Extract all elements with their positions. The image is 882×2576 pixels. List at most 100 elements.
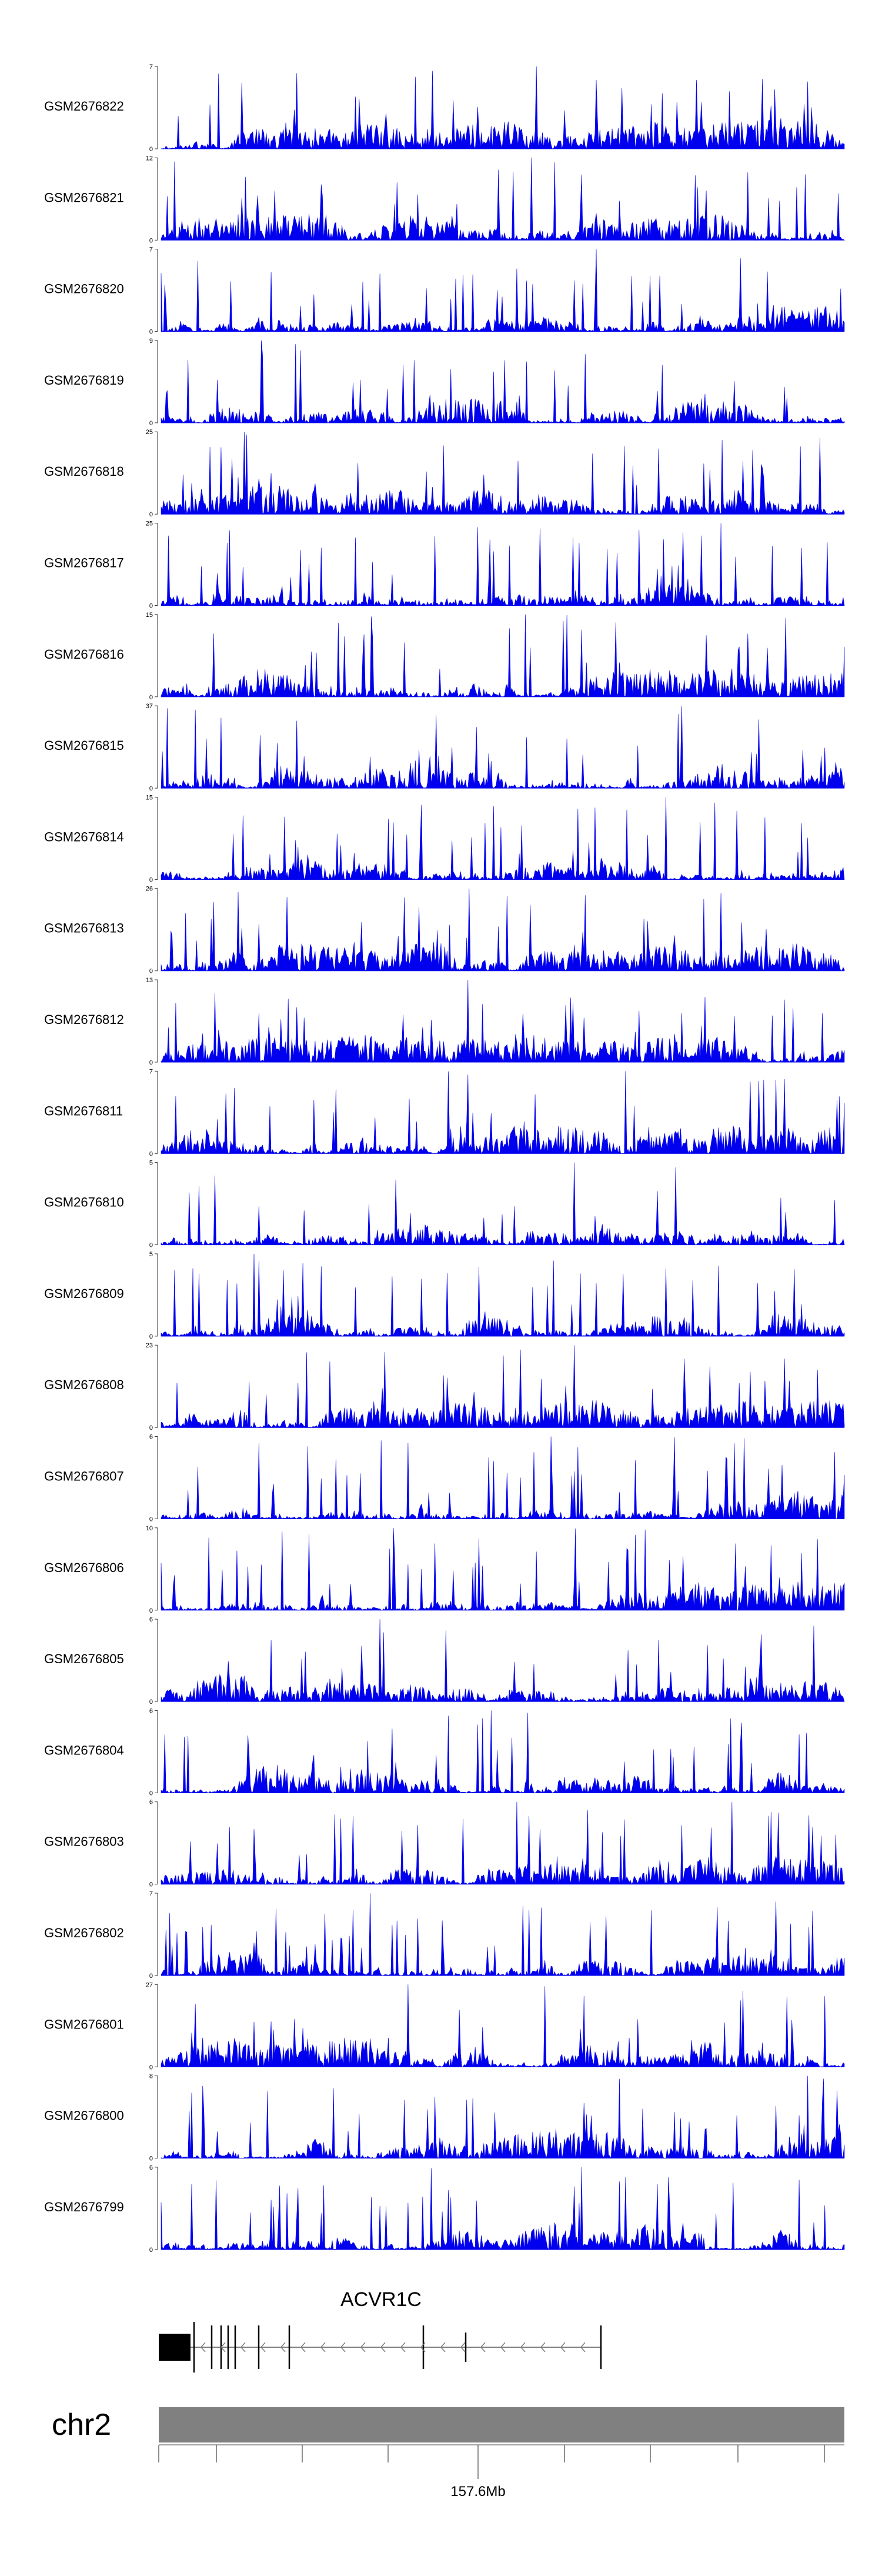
coverage-signal <box>161 1893 845 1976</box>
coverage-signal <box>161 1162 845 1246</box>
track-GSM2676816: GSM2676816 15 0 <box>44 612 845 701</box>
coverage-signal <box>161 432 845 515</box>
track-label: GSM2676819 <box>44 373 124 388</box>
track-GSM2676821: GSM2676821 12 0 <box>44 155 845 244</box>
track-ymax-label: 5 <box>149 1251 153 1258</box>
track-label: GSM2676802 <box>44 1926 124 1940</box>
track-GSM2676810: GSM2676810 5 0 <box>44 1160 845 1249</box>
track-label: GSM2676812 <box>44 1012 124 1027</box>
track-label: GSM2676818 <box>44 464 124 479</box>
track-label: GSM2676821 <box>44 190 124 205</box>
coordinate-axis-ticks <box>158 2444 844 2479</box>
coverage-signal <box>161 1984 845 2068</box>
strand-chevron <box>240 2342 246 2353</box>
track-ymin-label: 0 <box>149 2064 153 2071</box>
track-GSM2676822: GSM2676822 7 0 <box>44 64 845 153</box>
strand-chevron <box>280 2342 286 2353</box>
track-label: GSM2676814 <box>44 829 124 844</box>
track-ymax-label: 13 <box>146 977 153 984</box>
strand-chevron <box>260 2342 266 2353</box>
track-ymin-label: 0 <box>149 694 153 701</box>
track-ymin-label: 0 <box>149 1516 153 1523</box>
strand-chevron <box>320 2342 326 2353</box>
track-ymax-label: 6 <box>149 1799 153 1806</box>
track-ymax-label: 6 <box>149 2164 153 2171</box>
track-ymax-label: 27 <box>146 1981 153 1988</box>
chromosome-label: chr2 <box>52 2408 111 2442</box>
track-ymax-label: 10 <box>146 1525 153 1532</box>
track-GSM2676819: GSM2676819 9 0 <box>44 338 845 427</box>
track-GSM2676807: GSM2676807 6 0 <box>44 1434 845 1523</box>
strand-chevron <box>380 2342 386 2353</box>
gene-track: ACVR1C <box>159 2288 602 2373</box>
coverage-signal <box>161 1619 845 1703</box>
strand-chevron <box>340 2342 346 2353</box>
track-GSM2676817: GSM2676817 25 0 <box>44 520 845 610</box>
track-ymin-label: 0 <box>149 1607 153 1614</box>
track-ymin-label: 0 <box>149 876 153 883</box>
track-ymax-label: 6 <box>149 1434 153 1441</box>
track-label: GSM2676809 <box>44 1286 124 1301</box>
strand-chevron <box>560 2342 566 2353</box>
track-ymin-label: 0 <box>149 1059 153 1066</box>
strand-chevron <box>460 2342 466 2353</box>
track-ymax-label: 25 <box>146 429 153 436</box>
track-GSM2676805: GSM2676805 6 0 <box>44 1616 845 1706</box>
coverage-signal <box>161 1527 845 1611</box>
track-ymax-label: 6 <box>149 1616 153 1623</box>
coverage-signal <box>161 66 845 150</box>
track-ymin-label: 0 <box>149 1973 153 1980</box>
coverage-signal <box>161 340 845 423</box>
strand-chevron <box>360 2342 366 2353</box>
track-label: GSM2676815 <box>44 738 124 753</box>
coverage-signal <box>161 158 845 241</box>
strand-chevron <box>220 2342 226 2353</box>
track-label: GSM2676816 <box>44 647 124 662</box>
track-label: GSM2676805 <box>44 1651 124 1666</box>
track-GSM2676811: GSM2676811 7 0 <box>44 1068 845 1157</box>
track-GSM2676814: GSM2676814 15 0 <box>44 794 845 883</box>
track-GSM2676799: GSM2676799 6 0 <box>44 2164 845 2254</box>
coverage-signal <box>161 706 845 789</box>
track-GSM2676804: GSM2676804 6 0 <box>44 1707 845 1797</box>
track-ymax-label: 7 <box>149 1068 153 1075</box>
strand-chevron <box>300 2342 306 2353</box>
track-ymax-label: 15 <box>146 612 153 619</box>
coverage-signal <box>161 1436 845 1520</box>
strand-chevron <box>500 2342 506 2353</box>
track-label: GSM2676803 <box>44 1834 124 1849</box>
chromosome-ideogram: chr2 157.6Mb <box>52 2407 844 2500</box>
track-ymax-label: 15 <box>146 794 153 801</box>
gene-exons <box>193 2322 602 2373</box>
gene-utr-block <box>159 2334 191 2361</box>
coverage-signal <box>161 888 845 972</box>
track-ymin-label: 0 <box>149 1881 153 1888</box>
track-label: GSM2676800 <box>44 2108 124 2123</box>
track-ymin-label: 0 <box>149 968 153 975</box>
track-label: GSM2676817 <box>44 556 124 570</box>
strand-chevron <box>580 2342 586 2353</box>
track-ymin-label: 0 <box>149 146 153 153</box>
track-ymin-label: 0 <box>149 603 153 610</box>
signal-tracks: GSM267682270GSM2676821120GSM267682070GSM… <box>44 64 845 2254</box>
track-ymin-label: 0 <box>149 1699 153 1706</box>
track-label: GSM2676811 <box>44 1103 123 1118</box>
track-ymax-label: 8 <box>149 2073 153 2080</box>
coverage-signal <box>161 1801 845 1885</box>
strand-chevron <box>201 2342 206 2353</box>
track-ymin-label: 0 <box>149 1790 153 1797</box>
coverage-signal <box>161 523 845 606</box>
track-GSM2676800: GSM2676800 8 0 <box>44 2073 845 2163</box>
track-GSM2676813: GSM2676813 26 0 <box>44 886 845 975</box>
track-label: GSM2676807 <box>44 1469 124 1484</box>
track-ymax-label: 23 <box>146 1342 153 1349</box>
coverage-signal <box>161 1710 845 1794</box>
track-ymax-label: 7 <box>149 64 153 71</box>
track-ymax-label: 9 <box>149 338 153 345</box>
coverage-signal <box>161 797 845 880</box>
coverage-signal <box>161 249 845 332</box>
track-ymin-label: 0 <box>149 237 153 244</box>
track-label: GSM2676813 <box>44 921 124 936</box>
track-label: GSM2676806 <box>44 1560 124 1575</box>
track-label: GSM2676808 <box>44 1377 124 1392</box>
